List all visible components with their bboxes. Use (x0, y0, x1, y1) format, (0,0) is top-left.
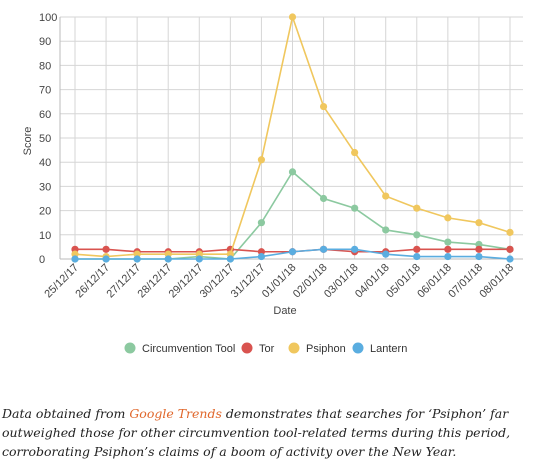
y-tick-label: 30 (39, 181, 51, 193)
circumvention-tool-point (257, 219, 266, 227)
circumvention-tool-legend-marker (124, 342, 136, 354)
lantern-point (71, 255, 79, 263)
y-tick-label: 0 (39, 254, 45, 266)
x-axis-title: Date (273, 305, 296, 317)
grid (59, 16, 523, 260)
lantern-point (102, 255, 110, 263)
y-axis-ticks: 0 10 20 30 40 50 60 70 80 90 100 (39, 12, 57, 266)
tor-point (506, 245, 514, 253)
psiphon-point (351, 148, 359, 157)
lantern-point (475, 252, 483, 261)
psiphon-point (257, 156, 266, 164)
tor-point (444, 245, 452, 253)
circumvention-tool-point (382, 226, 390, 234)
psiphon-legend-marker (288, 342, 300, 354)
y-axis-title: Score (22, 127, 34, 156)
y-tick-label: 100 (39, 12, 57, 24)
lantern-point (195, 255, 203, 263)
y-tick-label: 10 (39, 230, 51, 242)
y-tick-label: 50 (39, 133, 51, 145)
lantern-point (257, 252, 266, 261)
circumvention-tool-point (444, 238, 452, 246)
lantern-point (164, 255, 172, 263)
psiphon-point (288, 13, 297, 21)
figure-caption: Data obtained from Google Trends demonst… (2, 404, 548, 461)
lantern-legend-label: Lantern (370, 343, 407, 355)
y-tick-label: 40 (39, 157, 51, 169)
tor-legend-label: Tor (259, 343, 275, 355)
series-lines (71, 13, 514, 263)
y-tick-label: 70 (39, 85, 51, 97)
psiphon-point (444, 214, 452, 222)
psiphon-point (319, 102, 328, 111)
psiphon-point (506, 228, 514, 236)
lantern-point (319, 245, 328, 253)
circumvention-tool-legend-label: Circumvention Tool (142, 343, 235, 355)
circumvention-tool-point (351, 204, 359, 212)
caption-text-before: Data obtained from (2, 406, 130, 421)
psiphon-point (413, 204, 421, 212)
lantern-point (351, 245, 359, 253)
circumvention-tool-point (319, 194, 328, 203)
y-tick-label: 20 (39, 206, 51, 218)
x-tick-label: 08/01/18 (477, 262, 516, 301)
tor-point (102, 245, 110, 253)
tor-point (475, 245, 483, 253)
x-axis-ticks: 25/12/1726/12/1727/12/1728/12/1729/12/17… (42, 262, 516, 301)
tor-legend-marker (241, 342, 253, 354)
psiphon-point (475, 219, 483, 227)
lantern-point (444, 252, 452, 261)
y-tick-label: 60 (39, 109, 51, 121)
lantern-point (226, 255, 234, 263)
psiphon-legend-label: Psiphon (306, 343, 346, 355)
lantern-point (506, 255, 514, 263)
lantern-point (133, 255, 141, 263)
lantern-point (413, 252, 421, 261)
circumvention-tool-point (288, 168, 297, 176)
google-trends-link[interactable]: Google Trends (129, 406, 222, 421)
psiphon-point (382, 192, 390, 200)
lantern-point (288, 248, 297, 256)
lantern-point (382, 250, 390, 258)
legend: Circumvention Tool Tor Psiphon Lantern (124, 342, 407, 355)
y-tick-label: 80 (39, 60, 51, 72)
y-tick-label: 90 (39, 36, 51, 48)
lantern-legend-marker (352, 342, 364, 354)
trends-line-chart: 0 10 20 30 40 50 60 70 80 90 100 25/12/1726/12/172… (22, 12, 523, 355)
caption-text-after: demonstrates that searches for ‘Psiphon’… (2, 406, 511, 459)
tor-point (413, 245, 421, 253)
circumvention-tool-point (413, 231, 421, 239)
